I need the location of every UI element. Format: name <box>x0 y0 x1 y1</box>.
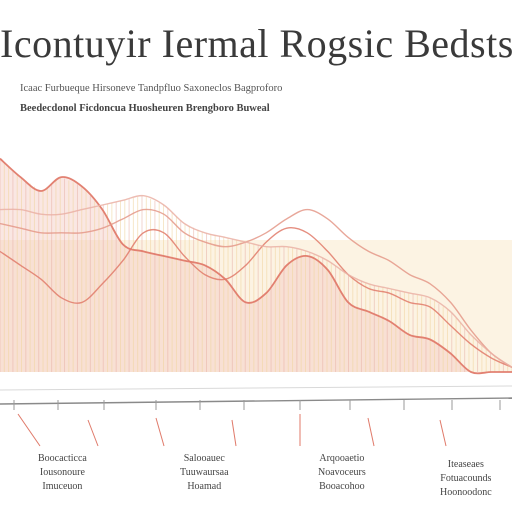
baseline-light <box>0 385 512 391</box>
chart-subtitle-line-2: Beedecdonol Ficdoncua Huosheuren Brengbo… <box>20 103 270 114</box>
annotation-leader-line <box>367 417 375 447</box>
annotation-2: Salooauec Tuuwaursaa Hoamad <box>180 452 229 494</box>
annotation-2-line-2: Tuuwaursaa <box>180 467 229 478</box>
series-4-line <box>0 194 512 368</box>
annotation-1-line-1: Boocacticca <box>38 453 87 464</box>
annotation-4-line-1: Iteaseaes <box>447 459 484 470</box>
annotation-4: Iteaseaes Fotuacounds Hoonoodonc <box>440 458 492 500</box>
annotation-leader-line <box>17 413 41 447</box>
series-1-line <box>0 157 512 375</box>
annotation-1-line-3: Imuceuon <box>42 481 83 492</box>
chart-title: Icontuyir Iermal Rogsic Bedsts <box>0 21 512 66</box>
annotation-3-line-2: Noavoceurs <box>318 467 366 478</box>
annotation-3: Arqooaetio Noavoceurs Booacohoo <box>318 452 366 494</box>
annotation-leader-line <box>155 417 165 447</box>
series-1-area <box>0 158 512 374</box>
annotation-3-line-3: Booacohoo <box>319 481 365 492</box>
series-3-line <box>0 208 512 368</box>
x-axis-line <box>0 397 512 405</box>
annotation-leader-line <box>87 419 99 447</box>
annotation-1-line-2: Iousonoure <box>39 467 85 478</box>
series-2-line <box>0 226 512 369</box>
annotation-1: Boocacticca Iousonoure Imuceuon <box>38 452 87 494</box>
annotation-2-line-3: Hoamad <box>187 481 222 492</box>
annotation-leader-line <box>439 419 447 447</box>
chart-subtitle-line-1: Icaac Furbueque Hirsoneve Tandpfluo Saxo… <box>20 83 283 94</box>
annotation-4-line-2: Fotuacounds <box>440 473 492 484</box>
annotation-leader-line <box>231 419 237 447</box>
annotation-2-line-1: Salooauec <box>183 453 225 464</box>
annotation-3-line-1: Arqooaetio <box>319 453 365 464</box>
annotation-4-line-3: Hoonoodonc <box>440 487 492 498</box>
